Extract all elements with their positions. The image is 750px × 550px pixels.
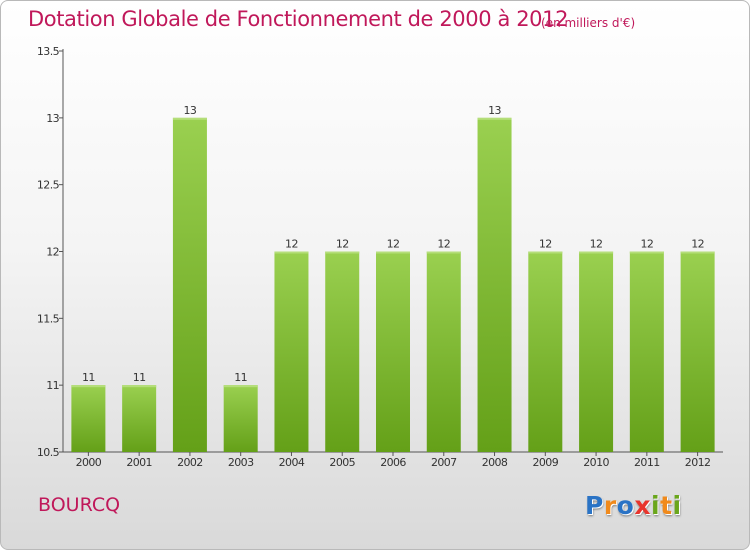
y-tick-label: 11: [46, 379, 59, 392]
x-tick-label: 2008: [482, 456, 508, 469]
bar-2012: [680, 251, 715, 452]
x-tick-label: 2006: [380, 456, 406, 469]
bar-2003: [223, 385, 258, 452]
bar-2009: [528, 251, 563, 452]
logo-letter: t: [660, 491, 673, 520]
bar-rect: [172, 117, 207, 452]
bar-2010: [579, 251, 614, 452]
x-tick-label: 2000: [76, 456, 102, 469]
logo-letter: P: [585, 491, 604, 520]
chart-title: Dotation Globale de Fonctionnement de 20…: [28, 7, 569, 31]
data-label: 12: [590, 238, 603, 251]
bar-rect: [528, 251, 563, 452]
bar-2002: [172, 117, 207, 452]
bar-top-highlight: [223, 385, 258, 388]
bar-top-highlight: [426, 251, 461, 254]
x-tick-label: 2009: [533, 456, 559, 469]
bar-rect: [122, 385, 157, 452]
y-tick-label: 12: [46, 246, 59, 259]
bar-top-highlight: [325, 251, 360, 254]
y-tick-label: 11.5: [37, 312, 60, 325]
y-tick-label: 13: [46, 112, 59, 125]
bar-top-highlight: [274, 251, 309, 254]
bar-rect: [325, 251, 360, 452]
x-tick-label: 2001: [126, 456, 152, 469]
data-label: 12: [437, 238, 450, 251]
bar-2006: [376, 251, 410, 452]
bar-top-highlight: [71, 385, 106, 388]
bar-top-highlight: [376, 251, 410, 254]
bar-top-highlight: [172, 117, 207, 120]
commune-name: BOURCQ: [38, 494, 121, 516]
bar-rect: [629, 251, 664, 452]
data-label: 13: [184, 104, 197, 117]
x-tick-label: 2010: [583, 456, 609, 469]
bar-top-highlight: [629, 251, 664, 254]
bar-rect: [579, 251, 614, 452]
logo-letter: x: [634, 491, 651, 520]
data-label: 12: [387, 238, 400, 251]
bar-2007: [426, 251, 461, 452]
x-tick-label: 2005: [329, 456, 355, 469]
x-tick-label: 2012: [685, 456, 711, 469]
bar-rect: [274, 251, 309, 452]
data-label: 11: [234, 371, 247, 384]
bar-top-highlight: [477, 117, 512, 120]
bar-2005: [325, 251, 360, 452]
bar-rect: [477, 117, 512, 452]
data-label: 12: [336, 238, 349, 251]
bar-2000: [71, 385, 106, 452]
x-tick-label: 2002: [177, 456, 203, 469]
bar-top-highlight: [579, 251, 614, 254]
bar-top-highlight: [528, 251, 563, 254]
data-label: 12: [539, 238, 552, 251]
data-label: 11: [82, 371, 95, 384]
bar-rect: [680, 251, 715, 452]
data-label: 11: [133, 371, 146, 384]
proxiti-logo[interactable]: Proxiti: [585, 491, 682, 520]
x-tick-label: 2003: [228, 456, 254, 469]
data-label: 12: [285, 238, 298, 251]
y-tick-label: 12.5: [37, 179, 60, 192]
bar-rect: [376, 251, 410, 452]
x-tick-label: 2011: [634, 456, 660, 469]
logo-letter: i: [651, 491, 661, 520]
y-tick-label: 13.5: [37, 45, 60, 58]
bar-rect: [71, 385, 106, 452]
bar-2008: [477, 117, 512, 452]
x-tick-label: 2007: [431, 456, 457, 469]
bar-top-highlight: [122, 385, 157, 388]
bar-rect: [223, 385, 258, 452]
logo-letter: o: [616, 491, 635, 520]
bar-rect: [426, 251, 461, 452]
data-label: 13: [488, 104, 501, 117]
bar-2001: [122, 385, 157, 452]
bar-2011: [629, 251, 664, 452]
data-label: 12: [691, 238, 704, 251]
y-tick-label: 10.5: [37, 446, 60, 459]
bar-top-highlight: [680, 251, 715, 254]
chart-unit: (en milliers d'€): [541, 16, 636, 30]
bar-2004: [274, 251, 309, 452]
logo-letter: i: [672, 491, 682, 520]
logo-letter: r: [603, 491, 617, 520]
x-tick-label: 2004: [279, 456, 305, 469]
data-label: 12: [640, 238, 653, 251]
